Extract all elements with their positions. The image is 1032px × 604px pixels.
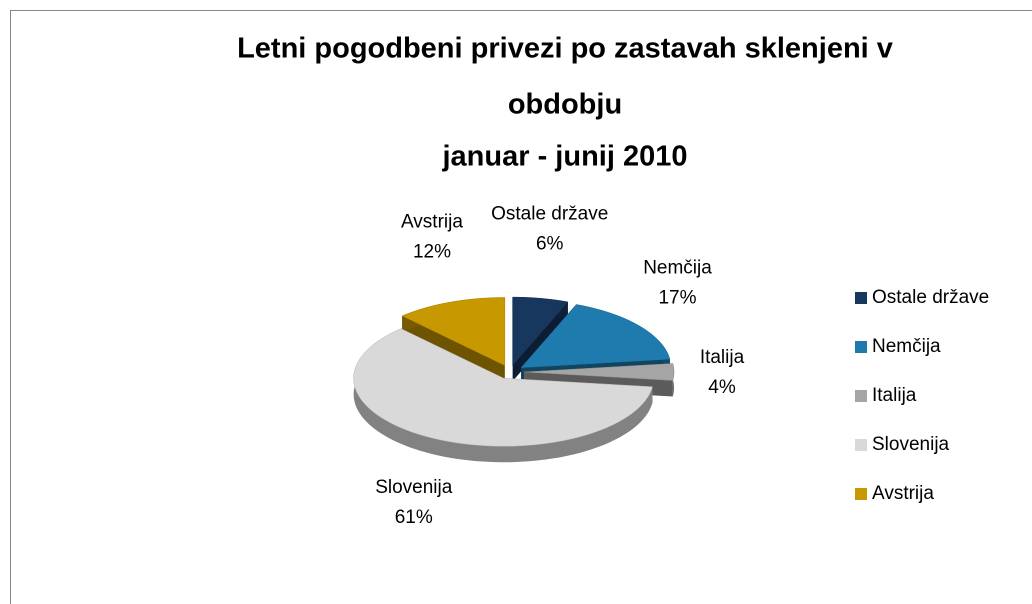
legend-label: Nemčija [872,336,941,357]
slice [512,296,569,366]
legend-swatch [855,341,867,353]
pie-slice [353,328,653,463]
chart-title: obdobju [508,89,622,121]
pie-slice [401,297,506,382]
slice [523,363,675,381]
data-label-value: 17% [658,288,696,309]
data-label-name: Avstrija [401,211,463,232]
legend-label: Italija [872,385,917,406]
data-label-name: Italija [700,347,745,368]
chart-title: januar - junij 2010 [442,141,688,173]
slice [520,304,671,368]
legend-label: Ostale države [872,287,989,308]
data-label-name: Slovenija [375,477,453,498]
legend-label: Slovenija [872,434,950,455]
chart-title: Letni pogodbeni privezi po zastavah skle… [237,33,893,65]
legend-swatch [855,292,867,304]
slice [401,297,506,366]
legend-label: Avstrija [872,483,934,504]
legend-swatch [855,488,867,500]
slice-wall [402,315,505,382]
slice [353,328,653,447]
data-label-value: 61% [395,507,433,528]
legend-swatch [855,439,867,451]
data-label-value: 6% [536,234,564,255]
data-label-name: Ostale države [491,204,608,225]
data-label-name: Nemčija [643,258,712,279]
legend-swatch [855,390,867,402]
data-label-value: 12% [413,241,451,262]
data-label-value: 4% [708,377,736,398]
